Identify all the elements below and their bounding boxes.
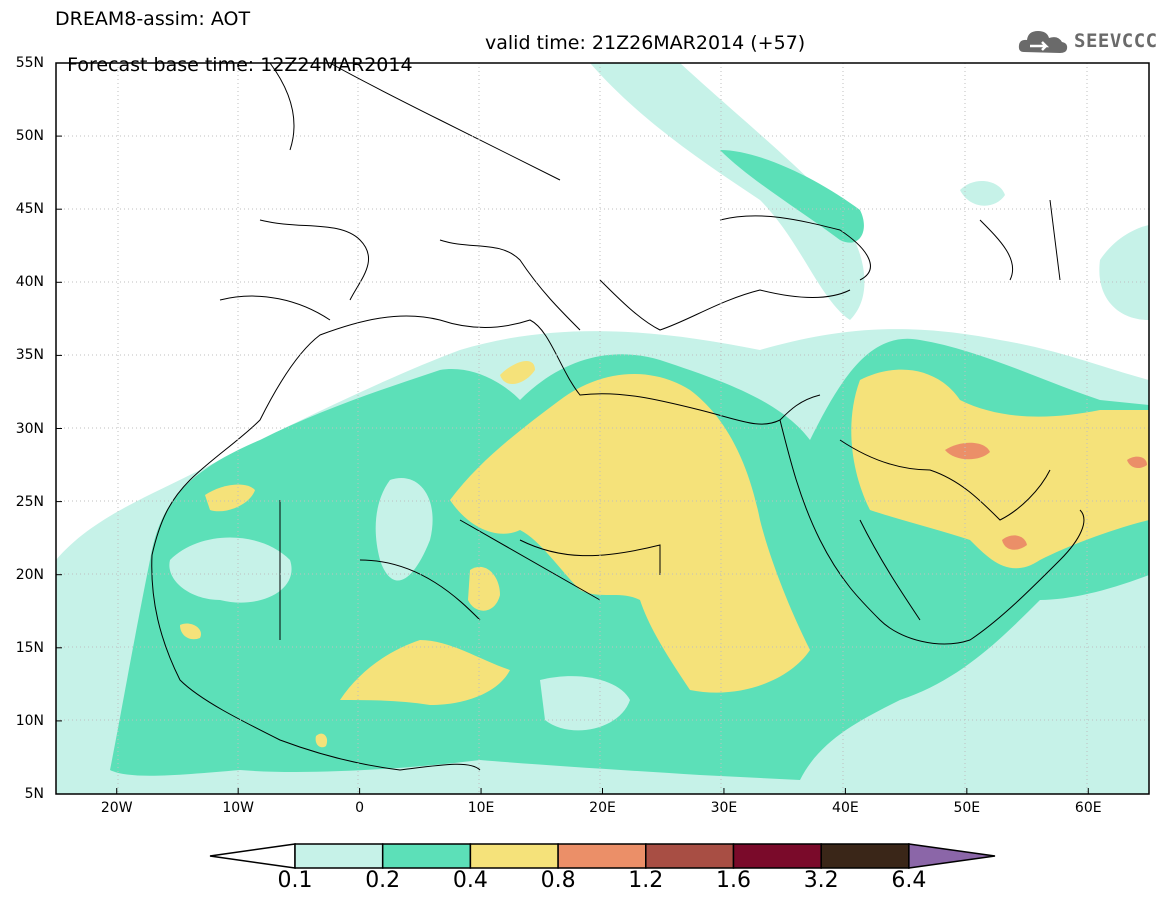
coastlines <box>151 63 1085 771</box>
aot-band-0-1-inner <box>169 478 630 731</box>
valid-time: valid time: 21Z26MAR2014 (+57) <box>485 32 806 54</box>
lon-label: 30E <box>710 800 738 816</box>
lat-label: 45N <box>15 201 44 218</box>
lon-label: 60E <box>1074 800 1102 816</box>
forecast-base-time: Forecast base time: 12Z24MAR2014 <box>67 54 413 76</box>
lon-label: 10W <box>222 800 254 816</box>
colorbar-segment <box>294 843 384 869</box>
colorbar-label: 6.4 <box>891 868 927 893</box>
colorbar-segment <box>732 843 822 869</box>
colorbar-label: 3.2 <box>803 868 839 893</box>
cloud-icon <box>1018 31 1068 53</box>
colorbar-label: 0.8 <box>540 868 576 893</box>
lon-label: 50E <box>953 800 981 816</box>
map-title: DREAM8-assim: AOT <box>55 8 251 30</box>
lon-label: 20W <box>100 800 133 816</box>
lat-label: 30N <box>15 420 44 437</box>
lat-label: 50N <box>15 128 44 145</box>
aot-band-0-8 <box>945 442 1147 550</box>
lat-label: 5N <box>24 786 44 802</box>
dust-field <box>56 63 1149 794</box>
lat-label: 25N <box>15 493 44 510</box>
lat-label: 20N <box>15 566 44 583</box>
axis-ticks <box>56 62 1089 795</box>
aot-band-0-4 <box>180 360 1149 748</box>
colorbar-segment <box>381 843 472 869</box>
lat-label: 10N <box>15 712 44 729</box>
lat-label: 15N <box>15 639 44 656</box>
colorbar-label: 0.2 <box>365 868 401 893</box>
colorbar-segment <box>469 843 559 869</box>
lon-label: 40E <box>832 800 859 816</box>
lon-label: 10E <box>467 800 495 816</box>
map-subtitle: Forecast base time: 12Z24MAR2014 valid t… <box>55 32 805 98</box>
colorbar-label: 1.2 <box>628 868 664 893</box>
logo-text: SEEVCCC <box>1074 30 1158 52</box>
lon-label: 20E <box>589 800 616 816</box>
lat-label: 40N <box>15 274 44 291</box>
colorbar-label: 1.6 <box>716 868 751 893</box>
colorbar-segment <box>645 843 735 869</box>
colorbar-over-arrow <box>908 843 996 869</box>
colorbar-label: 0.1 <box>277 868 313 893</box>
lat-label: 35N <box>15 347 44 364</box>
colorbar-under-arrow <box>209 843 296 869</box>
seevccc-logo: SEEVCCC <box>1016 24 1158 58</box>
lat-label: 55N <box>15 55 44 71</box>
colorbar-segment <box>557 843 647 869</box>
colorbar-label: 0.4 <box>452 868 488 893</box>
colorbar-segment <box>820 843 910 869</box>
lon-label: 0 <box>355 800 365 816</box>
